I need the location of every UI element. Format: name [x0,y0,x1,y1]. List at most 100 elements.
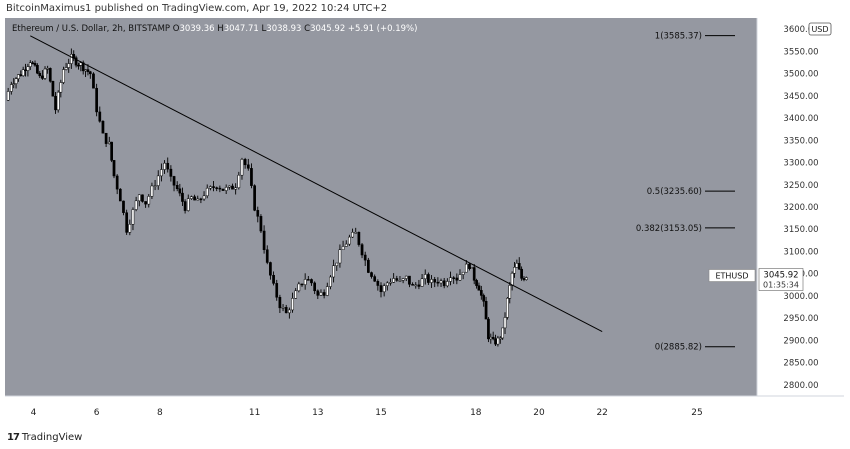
candle-down [243,159,247,166]
tradingview-brand: TradingView [21,432,83,443]
x-tick-label: 20 [533,408,545,418]
candle-down [278,297,282,309]
candle-down [379,285,383,293]
candle-up [46,68,50,70]
y-tick-label: 3450.00 [783,92,818,102]
candle-up [147,196,151,205]
candle-down [115,175,119,190]
candle-up [389,282,392,284]
candle-up [524,277,528,280]
candle-up [297,283,301,292]
candle-down [169,168,173,177]
candle-down [373,276,377,282]
candle-down [363,254,367,261]
x-tick-label: 13 [312,408,323,418]
candle-down [479,290,483,296]
candle-down [112,160,116,177]
candle-up [59,82,63,93]
candle-up [382,285,386,293]
y-tick-label: 2850.00 [783,359,818,369]
candle-up [338,249,342,264]
x-tick-label: 8 [157,408,163,418]
candle-up [404,275,408,279]
candle-down [215,187,219,189]
candle-up [423,274,427,280]
candle-down [487,318,490,340]
legend-open-value: 3039.36 [179,24,214,34]
candle-up [196,198,200,201]
candle-down [199,198,203,201]
candle-up [67,63,71,68]
candle-up [446,281,449,287]
candle-up [414,284,418,287]
candle-up [28,62,32,67]
candle-up [156,175,160,186]
candle-up [6,91,10,101]
candle-up [291,298,294,311]
candle-down [442,280,446,287]
price-chart[interactable]: 2800.002850.002900.002950.003000.003050.… [5,18,844,427]
candle-up [503,317,507,329]
candle-down [122,200,125,213]
candle-up [17,74,20,79]
x-tick-label: 18 [470,408,482,418]
candle-down [250,168,253,186]
candle-up [43,68,47,79]
candle-down [256,210,260,217]
fib-level-label: 0(2885.82) [655,343,702,353]
candle-down [172,176,176,186]
candle-up [9,84,13,92]
candle-down [38,72,42,77]
candle-up [26,66,30,71]
ohlc-legend: Ethereum / U.S. Dollar, 2h, BITSTAMP O30… [12,24,417,34]
candle-up [470,267,474,269]
candle-down [482,295,486,302]
candle-down [24,69,27,72]
descending-trendline [30,35,603,332]
candle-up [240,159,244,176]
candle-up [160,169,163,177]
candle-up [294,290,298,299]
candle-down [183,201,187,211]
x-tick-label: 6 [94,408,100,418]
candle-up [190,196,193,199]
plot-area [5,18,757,396]
candle-down [101,120,105,134]
tradingview-mark: 17 [7,432,20,443]
candle-down [98,111,102,122]
candle-down [306,279,310,281]
candle-down [357,231,361,245]
candle-up [420,278,424,287]
candle-down [51,81,55,97]
tradingview-logo-icon[interactable]: 17 TradingView [7,432,82,443]
candle-up [56,91,60,111]
y-tick-label: 3400.00 [783,114,818,124]
candle-down [259,216,263,232]
candle-down [411,284,414,286]
candle-up [153,185,157,187]
candle-down [436,281,440,284]
candle-up [12,83,16,85]
candle-up [439,280,443,284]
candle-down [110,141,113,161]
x-tick-label: 25 [691,408,702,418]
candle-up [137,194,141,202]
candle-down [178,188,182,194]
candle-down [522,278,526,280]
candle-up [508,285,512,299]
candle-down [310,279,313,284]
candle-down [193,196,196,201]
candle-up [489,336,493,340]
candle-down [433,279,437,283]
candle-up [134,200,138,210]
last-price-tag [758,268,804,291]
candle-down [284,307,288,314]
x-tick-label: 11 [249,408,260,418]
candle-down [408,275,411,285]
legend-open-label: O [170,24,180,34]
candle-down [212,186,215,188]
fib-level-label: 1(3585.37) [655,32,702,42]
candle-up [510,272,514,286]
candle-down [272,274,275,284]
candle-up [341,246,345,250]
